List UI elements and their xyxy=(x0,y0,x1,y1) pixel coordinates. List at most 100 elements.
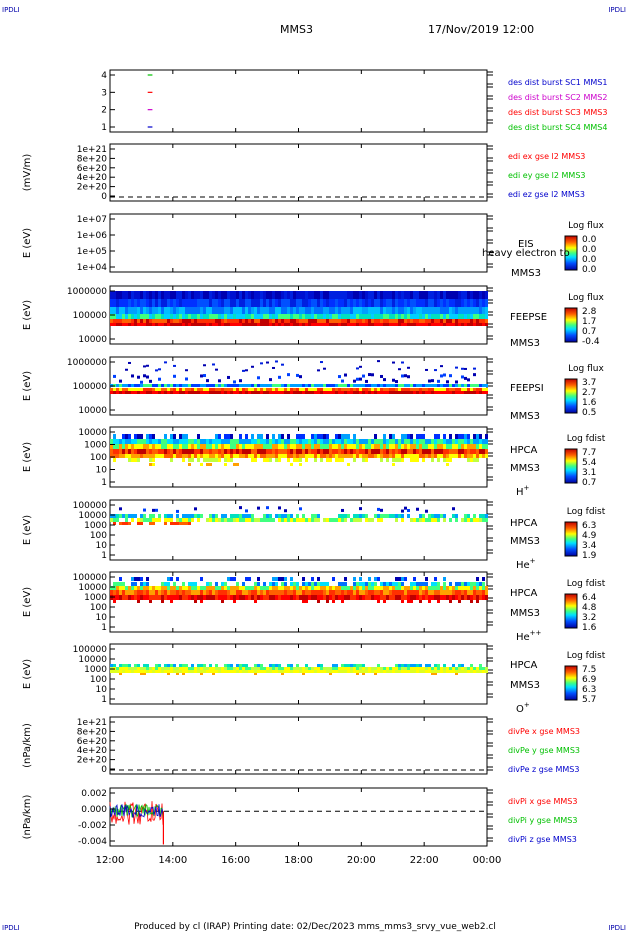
spectrogram-cell xyxy=(353,434,356,439)
spectrogram-cell xyxy=(251,518,254,522)
spectrogram-cell xyxy=(452,299,455,307)
spectrogram-cell xyxy=(296,388,299,391)
spectrogram-cell xyxy=(125,664,128,667)
spectrogram-cell xyxy=(329,291,332,299)
spectrogram-cell xyxy=(371,373,374,377)
spectrogram-cell xyxy=(254,299,257,307)
spectrogram-cell xyxy=(281,319,284,323)
spectrogram-cell xyxy=(116,319,119,323)
y-tick-label: 10000 xyxy=(78,655,107,665)
spectrogram-cell xyxy=(272,323,275,326)
spectrogram-cell xyxy=(329,299,332,307)
spectrogram-cell xyxy=(281,667,284,670)
spectrogram-cell xyxy=(137,291,140,299)
colorbar-tick-label: 1.6 xyxy=(582,623,597,633)
spectrogram-cell xyxy=(320,582,323,586)
spectrogram-cell xyxy=(314,314,317,319)
spectrogram-cell xyxy=(413,323,416,326)
spectrogram-cell xyxy=(119,384,122,387)
spectrogram-cell xyxy=(308,439,311,444)
spectrogram-cell xyxy=(314,434,317,439)
spectrogram-cell xyxy=(215,391,218,394)
spectrogram-cell xyxy=(110,449,113,454)
spectrogram-cell xyxy=(263,323,266,326)
spectrogram-cell xyxy=(275,323,278,326)
spectrogram-cell xyxy=(335,518,338,522)
spectrogram-cell xyxy=(362,458,365,462)
spectrogram-cell xyxy=(470,664,473,667)
spectrogram-cell xyxy=(443,582,446,586)
spectrogram-cell xyxy=(116,667,119,670)
spectrogram-cell xyxy=(293,314,296,319)
spectrogram-cell xyxy=(308,595,311,600)
spectrogram-cell xyxy=(461,670,464,673)
y-axis-label: (mV/m) xyxy=(22,154,33,192)
spectrogram-cell xyxy=(371,314,374,319)
spectrogram-cell xyxy=(188,458,191,462)
spectrogram-cell xyxy=(122,586,125,590)
spectrogram-cell xyxy=(359,577,362,581)
spectrogram-cell xyxy=(134,577,137,581)
spectrogram-cell xyxy=(236,391,239,394)
spectrogram-cell xyxy=(428,314,431,319)
spectrogram-cell xyxy=(155,291,158,299)
spectrogram-cell xyxy=(419,299,422,307)
spectrogram-cell xyxy=(422,595,425,600)
spectrogram-cell xyxy=(311,384,314,387)
spectrogram-cell xyxy=(380,518,383,522)
spectrogram-cell xyxy=(116,307,119,314)
spectrogram-cell xyxy=(449,667,452,670)
spectrogram-cell xyxy=(392,314,395,319)
spectrogram-cell xyxy=(458,586,461,590)
spectrogram-cell xyxy=(437,514,440,518)
spectrogram-cell xyxy=(218,299,221,307)
spectrogram-cell xyxy=(446,307,449,314)
spectrogram-cell xyxy=(476,600,479,603)
spectrogram-cell xyxy=(137,434,140,439)
spectrogram-cell xyxy=(245,670,248,673)
spectrogram-cell xyxy=(398,439,401,444)
spectrogram-cell xyxy=(377,307,380,314)
spectrogram-cell xyxy=(269,514,272,518)
spectrogram-cell xyxy=(113,314,116,319)
spectrogram-cell xyxy=(434,449,437,454)
colorbar-tick-label: 5.4 xyxy=(582,458,597,468)
spectrogram-cell xyxy=(446,291,449,299)
spectrogram-cell xyxy=(242,291,245,299)
spectrogram-cell xyxy=(293,307,296,314)
spectrogram-cell xyxy=(140,454,143,458)
spectrogram-cell xyxy=(359,507,362,511)
spectrogram-cell xyxy=(410,518,413,522)
spectrogram-cell xyxy=(428,664,431,667)
spectrogram-cell xyxy=(377,360,380,363)
spectrogram-cell xyxy=(119,522,122,525)
spectrogram-cell xyxy=(272,388,275,391)
spectrogram-cell xyxy=(323,434,326,439)
spectrogram-cell xyxy=(407,508,410,512)
spectrogram-cell xyxy=(119,577,122,581)
spectrogram-cell xyxy=(401,667,404,670)
spectrogram-cell xyxy=(275,458,278,462)
spectrogram-cell xyxy=(110,307,113,314)
spectrogram-cell xyxy=(215,368,218,371)
spectrogram-cell xyxy=(206,463,209,466)
spectrogram-cell xyxy=(278,439,281,444)
spectrogram-cell xyxy=(155,439,158,444)
spectrogram-cell xyxy=(434,384,437,387)
spectrogram-cell xyxy=(125,391,128,394)
spectrogram-cell xyxy=(368,388,371,391)
spectrogram-cell xyxy=(371,307,374,314)
spectrogram-cell xyxy=(317,384,320,387)
spectrogram-cell xyxy=(350,307,353,314)
spectrogram-cell xyxy=(191,439,194,444)
spectrogram-cell xyxy=(176,391,179,394)
spectrogram-cell xyxy=(449,434,452,439)
spectrogram-cell xyxy=(152,586,155,590)
spectrogram-cell xyxy=(359,319,362,323)
spectrogram-cell xyxy=(416,434,419,439)
spectrogram-cell xyxy=(308,590,311,595)
spectrogram-cell xyxy=(317,319,320,323)
spectrogram-cell xyxy=(230,449,233,454)
spectrogram-cell xyxy=(194,667,197,670)
spectrogram-cell xyxy=(422,590,425,595)
